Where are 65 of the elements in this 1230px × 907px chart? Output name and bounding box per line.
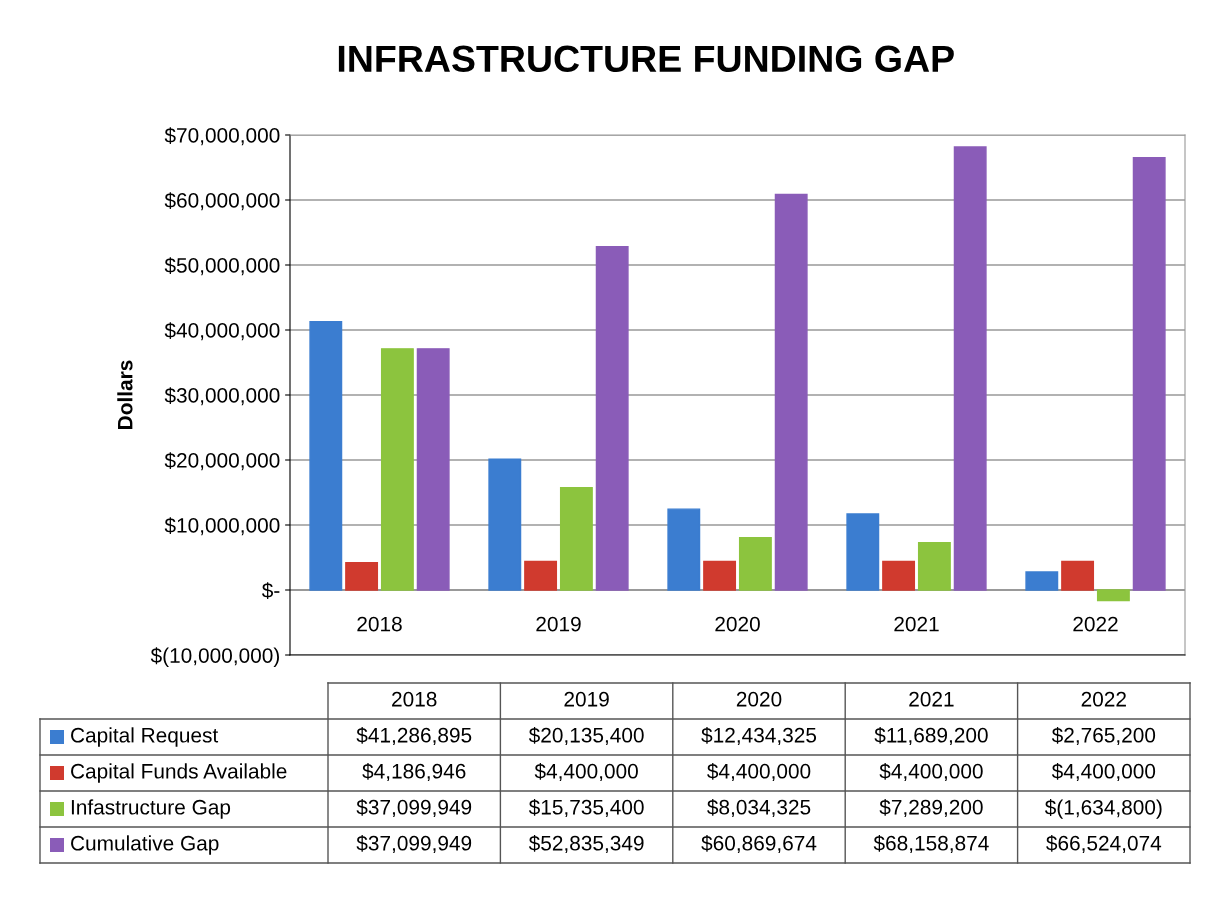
y-tick-label: $50,000,000 xyxy=(164,257,280,276)
data-label: $15,735,400 xyxy=(528,798,644,818)
category-label: 2021 xyxy=(909,691,954,707)
data-label: $37,099,949 xyxy=(356,834,472,854)
bar xyxy=(1025,571,1059,591)
bar xyxy=(416,348,450,591)
data-label: $11,689,200 xyxy=(874,726,988,746)
data-label: $(1,634,800) xyxy=(1044,799,1162,819)
data-label: $66,524,074 xyxy=(1046,834,1162,854)
y-tick-label: $10,000,000 xyxy=(164,517,280,536)
bar xyxy=(953,146,987,591)
y-tick-label: $40,000,000 xyxy=(164,322,280,341)
data-label: $37,099,949 xyxy=(356,798,472,818)
legend-label: Infastructure Gap xyxy=(71,799,231,819)
bar xyxy=(774,193,808,591)
data-label: $12,434,325 xyxy=(701,726,817,746)
legend-label: Capital Request xyxy=(71,727,219,747)
bar xyxy=(488,458,522,591)
x-tick-label: 2021 xyxy=(894,616,939,632)
legend-label: Cumulative Gap xyxy=(71,835,219,855)
data-label: $4,400,000 xyxy=(1051,762,1156,782)
category-label: 2019 xyxy=(564,691,609,707)
chart-title: INFRASTRUCTURE FUNDING GAP xyxy=(338,45,954,73)
data-label: $52,835,349 xyxy=(528,834,644,854)
data-label: $60,869,674 xyxy=(701,834,817,854)
data-label: $7,289,200 xyxy=(879,798,983,818)
bar xyxy=(917,541,951,591)
x-tick-label: 2019 xyxy=(536,616,581,632)
data-label: $4,400,000 xyxy=(534,762,638,782)
data-label: $4,400,000 xyxy=(707,762,811,782)
bar xyxy=(738,537,772,591)
data-label: $2,765,200 xyxy=(1051,726,1156,746)
data-label: $8,034,325 xyxy=(707,798,811,818)
bar xyxy=(846,513,880,591)
category-label: 2022 xyxy=(1081,691,1126,707)
data-label: $41,286,895 xyxy=(356,726,472,746)
bar xyxy=(667,508,701,591)
data-label: $4,186,946 xyxy=(362,762,466,782)
category-label: 2020 xyxy=(736,691,782,707)
bar xyxy=(380,348,414,591)
bar xyxy=(703,560,737,591)
y-tick-label: $- xyxy=(261,582,280,599)
bar xyxy=(595,245,629,591)
y-tick-label: $60,000,000 xyxy=(164,192,280,211)
y-tick-label: $30,000,000 xyxy=(164,387,280,406)
category-label: 2018 xyxy=(392,691,437,707)
bar xyxy=(882,560,916,591)
x-tick-label: 2022 xyxy=(1073,616,1118,632)
bar xyxy=(1096,589,1130,602)
data-label: $68,158,874 xyxy=(873,834,989,854)
data-label: $4,400,000 xyxy=(879,762,983,782)
bar xyxy=(524,560,558,591)
bar xyxy=(1061,560,1095,591)
y-tick-label: $(10,000,000) xyxy=(150,647,279,668)
bar xyxy=(559,487,593,591)
data-label: $20,135,400 xyxy=(528,726,644,746)
bar xyxy=(1132,156,1166,591)
legend-label: Capital Funds Available xyxy=(71,763,287,783)
y-axis-title: Dollars xyxy=(117,360,133,429)
bar xyxy=(345,562,379,591)
y-tick-label: $20,000,000 xyxy=(164,452,280,471)
y-tick-label: $70,000,000 xyxy=(164,127,280,146)
x-tick-label: 2018 xyxy=(357,616,402,632)
bar xyxy=(309,320,343,591)
x-tick-label: 2020 xyxy=(715,616,760,632)
